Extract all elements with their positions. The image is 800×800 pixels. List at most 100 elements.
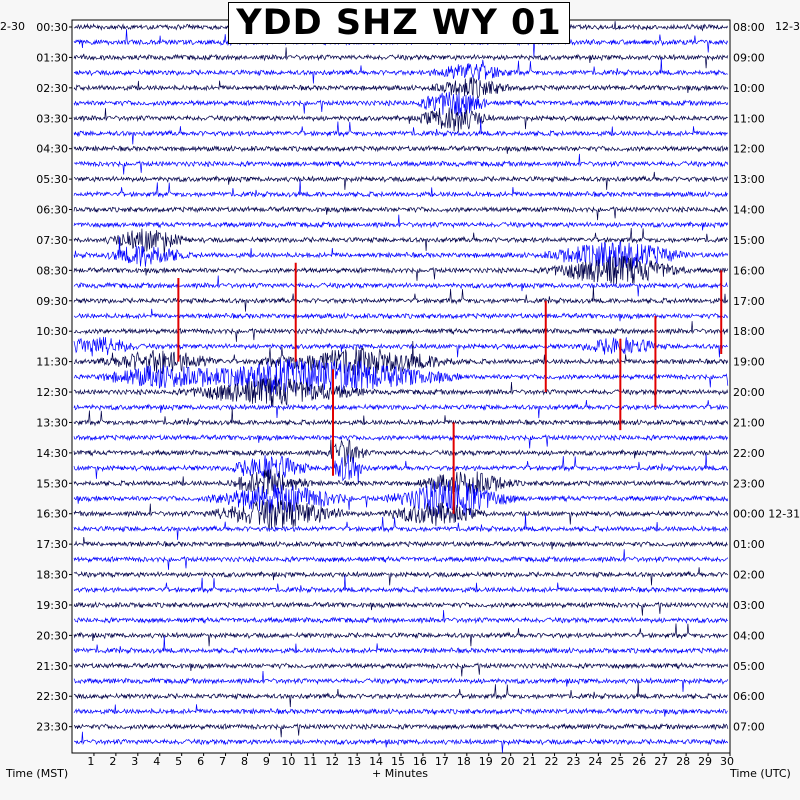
right-time-label: 09:00 — [733, 51, 765, 64]
minute-tick-label: 29 — [698, 755, 712, 768]
right-date-label: 12-3 — [775, 20, 800, 33]
right-time-label: 00:00 12-31 — [733, 508, 800, 521]
right-time-label: 05:00 — [733, 660, 765, 673]
minute-tick-label: 24 — [588, 755, 602, 768]
minute-tick-label: 4 — [153, 755, 160, 768]
left-time-label: 10:30 — [36, 325, 68, 338]
right-time-label: 04:00 — [733, 629, 765, 642]
trace-row-25 — [73, 399, 729, 419]
minute-tick-label: 1 — [87, 755, 94, 768]
trace-row-37 — [73, 575, 729, 594]
trace-row-30 — [73, 469, 729, 497]
right-time-label: 07:00 — [733, 721, 765, 734]
trace-row-47 — [73, 731, 729, 753]
minute-tick-label: 30 — [720, 755, 734, 768]
left-time-label: 20:30 — [36, 629, 68, 642]
left-time-label: 22:30 — [36, 690, 68, 703]
right-time-label: 23:00 — [733, 477, 765, 490]
left-time-label: 14:30 — [36, 447, 68, 460]
event-markers — [177, 262, 723, 514]
minute-tick-label: 25 — [610, 755, 624, 768]
trace-row-3 — [73, 57, 729, 84]
minute-tick-label: 6 — [197, 755, 204, 768]
seismic-traces — [73, 16, 729, 753]
trace-row-40 — [73, 623, 728, 647]
minute-tick-label: 26 — [632, 755, 646, 768]
trace-row-33 — [73, 514, 729, 540]
trace-row-7 — [73, 118, 729, 145]
left-time-label: 16:30 — [36, 508, 68, 521]
right-time-label: 20:00 — [733, 386, 765, 399]
left-time-label: 07:30 — [36, 234, 68, 247]
minute-tick-label: 13 — [347, 755, 361, 768]
minute-tick-label: 14 — [369, 755, 383, 768]
right-time-label: 12:00 — [733, 143, 765, 156]
trace-row-39 — [73, 610, 728, 625]
trace-row-24 — [73, 376, 729, 408]
minute-tick-label: 18 — [457, 755, 471, 768]
right-time-axis: 08:00 09:00 10:00 11:00 12:00 13:00 14:00 15:00… — [733, 21, 800, 734]
trace-row-15 — [73, 236, 729, 271]
left-time-label: 03:30 — [36, 112, 68, 125]
trace-row-6 — [73, 107, 728, 133]
right-time-label: 11:00 — [733, 112, 765, 125]
minutes-axis: 1 2 3 4 5 6 7 8 9 10 11 12 13 14 15 16 17 18 19 20 21 22 23 24 2… — [87, 753, 734, 768]
minute-tick-label: 28 — [676, 755, 690, 768]
trace-row-16 — [73, 255, 729, 286]
trace-row-4 — [73, 77, 729, 99]
right-time-label: 14:00 — [733, 204, 765, 217]
left-time-label: 12:30 — [36, 386, 68, 399]
left-time-label: 09:30 — [36, 295, 68, 308]
right-time-label: 03:00 — [733, 599, 765, 612]
left-time-label: 00:30 — [36, 21, 68, 34]
minute-tick-label: 19 — [479, 755, 493, 768]
minute-tick-label: 11 — [303, 755, 317, 768]
trace-row-19 — [73, 308, 729, 322]
right-time-label: 21:00 — [733, 416, 765, 429]
trace-row-12 — [73, 205, 729, 221]
right-time-label: 15:00 — [733, 234, 765, 247]
left-time-label: 17:30 — [36, 538, 68, 551]
trace-row-5 — [73, 91, 729, 117]
right-time-label: 22:00 — [733, 447, 765, 460]
trace-row-35 — [73, 549, 729, 570]
minute-tick-label: 8 — [241, 755, 248, 768]
trace-row-46 — [73, 722, 729, 738]
left-time-label: 21:30 — [36, 660, 68, 673]
trace-row-38 — [73, 601, 729, 616]
trace-row-23 — [73, 358, 729, 395]
left-time-label: 18:30 — [36, 569, 68, 582]
right-time-label: 13:00 — [733, 173, 765, 186]
minute-tick-label: 20 — [501, 755, 515, 768]
trace-row-31 — [73, 480, 729, 517]
trace-row-41 — [73, 635, 729, 655]
left-date-label: 2-30 — [0, 20, 25, 33]
x-axis-title: + Minutes — [372, 767, 429, 780]
right-time-label: 02:00 — [733, 569, 765, 582]
minute-tick-label: 16 — [413, 755, 427, 768]
left-time-label: 15:30 — [36, 477, 68, 490]
trace-row-10 — [73, 171, 729, 190]
trace-row-36 — [73, 567, 729, 586]
minute-tick-label: 12 — [325, 755, 339, 768]
left-time-label: 08:30 — [36, 264, 68, 277]
right-time-label: 10:00 — [733, 82, 765, 95]
left-time-label: 02:30 — [36, 82, 68, 95]
right-time-label: 06:00 — [733, 690, 765, 703]
trace-row-34 — [73, 536, 728, 550]
left-time-label: 13:30 — [36, 416, 68, 429]
minute-tick-label: 27 — [654, 755, 668, 768]
trace-row-42 — [73, 662, 729, 677]
trace-row-11 — [73, 179, 729, 199]
minute-tick-label: 15 — [391, 755, 405, 768]
right-time-label: 19:00 — [733, 356, 765, 369]
left-time-label: 01:30 — [36, 51, 68, 64]
left-time-label: 23:30 — [36, 721, 68, 734]
trace-row-21 — [73, 336, 728, 358]
left-time-label: 11:30 — [36, 356, 68, 369]
trace-row-18 — [73, 286, 729, 312]
trace-row-26 — [73, 407, 729, 427]
right-time-label: 17:00 — [733, 295, 765, 308]
left-axis-title: Time (MST) — [6, 767, 69, 780]
